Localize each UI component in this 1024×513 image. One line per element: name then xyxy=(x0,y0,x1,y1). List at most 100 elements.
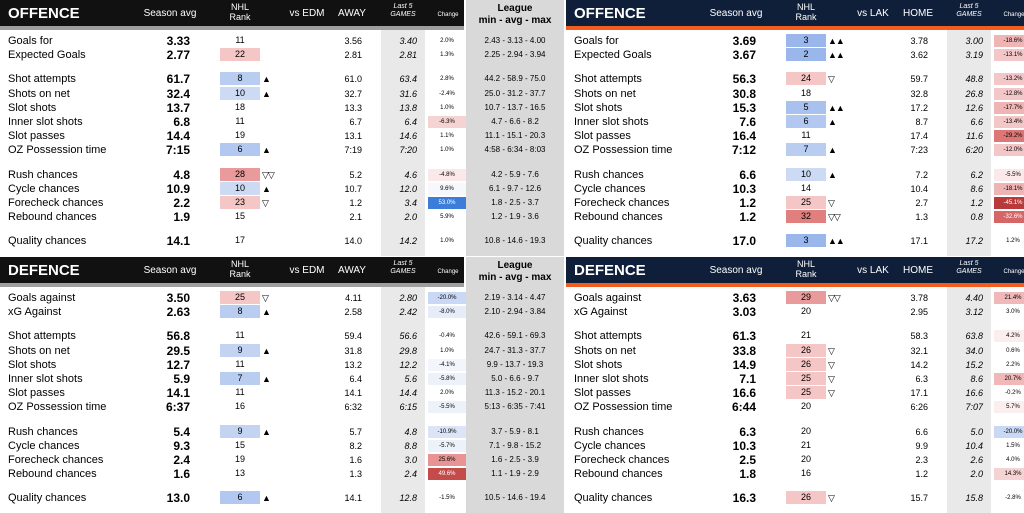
league-range-value: 3.7 - 5.9 - 8.1 xyxy=(491,426,539,436)
stat-label: Cycle chances xyxy=(574,439,646,452)
nhl-rank-badge: 26 xyxy=(786,357,826,371)
location-value: 32.7 xyxy=(344,88,362,99)
season-avg-header: Season avg xyxy=(143,265,197,276)
stat-row: Slot passes 16.4 11 17.4 11.6 -29.2% xyxy=(566,129,1024,143)
league-range-value: 1.6 - 2.5 - 3.9 xyxy=(491,455,539,464)
vs-header: vs LAK xyxy=(857,265,889,276)
stat-row: Rush chances 4.8 28 ▽▽ 5.2 4.6 -4.8% 4.2 - 5.9 … xyxy=(0,167,564,182)
nhl-rank-badge: 3 xyxy=(786,234,826,248)
stat-row: Rebound chances 1.2 32 ▽▽ 1.3 0.8 -32.6% xyxy=(566,210,1024,224)
rank-up-arrow-icon: ▲ xyxy=(262,145,271,156)
change-header: Change xyxy=(437,12,459,18)
rank-down-arrow-icon: ▽ xyxy=(262,198,269,208)
season-avg-value: 2.4 xyxy=(173,453,190,467)
stat-row: Goals against 3.63 29 ▽▽ 3.78 4.40 21.4% xyxy=(566,291,1024,305)
league-range-value: 5:13 - 6:35 - 7:41 xyxy=(484,402,546,412)
location-header: AWAY xyxy=(338,8,366,19)
change-badge: 4.2% xyxy=(994,330,1024,343)
change-badge: -10.9% xyxy=(428,425,466,438)
last5-value: 6.6 xyxy=(970,117,983,127)
season-avg-value: 61.3 xyxy=(732,329,756,344)
section-title: DEFENCE xyxy=(8,262,80,279)
location-value: 6:32 xyxy=(344,402,362,413)
league-range-value: 1.2 - 1.9 - 3.6 xyxy=(491,212,539,222)
stat-label: Expected Goals xyxy=(574,49,652,62)
location-value: 2.81 xyxy=(344,50,362,61)
season-avg-value: 14.1 xyxy=(166,386,190,401)
change-badge: 14.3% xyxy=(994,468,1024,481)
stat-row: OZ Possession time 7:12 7 ▲ 7:23 6:20 -12.0% xyxy=(566,143,1024,157)
stat-label: Slot passes xyxy=(8,387,65,400)
change-badge: 9.6% xyxy=(428,182,466,195)
rank-up-arrow-icon: ▲ xyxy=(262,374,271,384)
change-badge: 25.6% xyxy=(428,454,466,466)
stat-label: Rebound chances xyxy=(8,211,97,224)
league-range-value: 10.5 - 14.6 - 19.4 xyxy=(484,493,546,503)
last5-value: 5.0 xyxy=(970,426,983,437)
change-badge: -12.8% xyxy=(994,87,1024,100)
last5-column-shade xyxy=(381,283,425,513)
location-value: 3.78 xyxy=(910,293,928,303)
season-avg-value: 3.63 xyxy=(732,291,756,305)
season-avg-value: 10.3 xyxy=(732,181,756,196)
location-value: 2.7 xyxy=(915,198,928,208)
stat-label: Shots on net xyxy=(8,344,70,357)
stat-label: Goals against xyxy=(8,292,76,304)
section-header: OFFENCE Season avg NHL Rank vs EDM AWAY Last 5… xyxy=(0,0,464,26)
change-badge: -13.2% xyxy=(994,73,1024,86)
location-header: HOME xyxy=(903,265,933,276)
last5-value: 26.8 xyxy=(965,88,983,99)
league-range-value: 1.8 - 2.5 - 3.7 xyxy=(491,198,539,207)
location-header: HOME xyxy=(903,8,933,19)
rank-up-arrow-icon: ▲ xyxy=(262,426,271,437)
location-value: 13.3 xyxy=(344,102,362,113)
stat-row: Inner slot shots 7.6 6 ▲ 8.7 6.6 -13.4% xyxy=(566,115,1024,129)
season-avg-value: 14.1 xyxy=(166,234,190,249)
stat-row: Shot attempts 56.3 24 ▽ 59.7 48.8 -13.2% xyxy=(566,72,1024,86)
nhl-rank-badge: 25 xyxy=(220,291,260,304)
season-avg-value: 1.2 xyxy=(739,210,756,225)
stat-row: Quality chances 17.0 3 ▲▲ 17.1 17.2 1.2% xyxy=(566,234,1024,248)
change-badge: -13.4% xyxy=(994,116,1024,128)
nhl-rank-badge: 16 xyxy=(800,468,811,479)
change-badge: 1.0% xyxy=(440,238,454,245)
stat-row: OZ Possession time 6:44 20 6:26 7:07 5.7% xyxy=(566,400,1024,414)
rank-down-arrow-icon: ▽▽ xyxy=(828,212,841,223)
stat-row: Quality chances 13.0 6 ▲ 14.1 12.8 -1.5% 10.5 -… xyxy=(0,491,564,505)
nhl-rank-badge: 8 xyxy=(220,305,260,319)
rank-up-arrow-icon: ▲ xyxy=(262,183,271,194)
season-avg-value: 7:15 xyxy=(165,143,190,158)
change-badge: -18.6% xyxy=(994,35,1024,47)
last5-value: 34.0 xyxy=(965,345,983,356)
change-badge: 21.4% xyxy=(994,292,1024,304)
stat-label: Cycle chances xyxy=(574,182,646,195)
rank-down-arrow-icon: ▽ xyxy=(828,359,835,370)
left-def-panel: DEFENCE Season avg NHL Rank vs EDM AWAY Last 5… xyxy=(0,257,564,513)
rank-up-arrow-icon: ▲▲ xyxy=(828,36,845,46)
change-badge: 5.7% xyxy=(994,401,1024,414)
league-range-value: 2.10 - 2.94 - 3.84 xyxy=(484,307,546,317)
stat-label: Inner slot shots xyxy=(8,116,83,128)
league-range-value: 7.1 - 9.8 - 15.2 xyxy=(488,440,542,450)
stat-row: Slot shots 13.7 18 13.3 13.8 1.0% 10.7 - 13.7 … xyxy=(0,101,564,115)
last5-value: 2.42 xyxy=(399,307,417,318)
stat-label: Slot shots xyxy=(574,358,623,371)
stat-label: Slot shots xyxy=(574,101,623,114)
change-badge: 4.0% xyxy=(1006,457,1020,463)
stat-row: xG Against 3.03 20 2.95 3.12 3.0% xyxy=(566,305,1024,319)
nhl-rank-badge: 19 xyxy=(234,454,245,464)
last5-value: 48.8 xyxy=(965,74,983,85)
change-badge: 2.2% xyxy=(1006,361,1020,368)
last5-value: 12.6 xyxy=(965,102,983,113)
nhl-rank-badge: 25 xyxy=(786,386,826,400)
stat-label: Rush chances xyxy=(8,425,78,438)
season-avg-value: 3.03 xyxy=(732,305,756,320)
change-badge: -1.5% xyxy=(439,495,455,502)
season-avg-value: 10.9 xyxy=(166,181,190,196)
season-avg-value: 7.6 xyxy=(739,115,756,129)
rank-down-arrow-icon: ▽ xyxy=(828,388,835,399)
location-value: 13.2 xyxy=(344,359,362,370)
last5-value: 4.8 xyxy=(404,426,417,437)
nhl-rank-badge: 28 xyxy=(220,167,260,181)
stat-row: Quality chances 14.1 17 14.0 14.2 1.0% 10.8 - … xyxy=(0,234,564,248)
